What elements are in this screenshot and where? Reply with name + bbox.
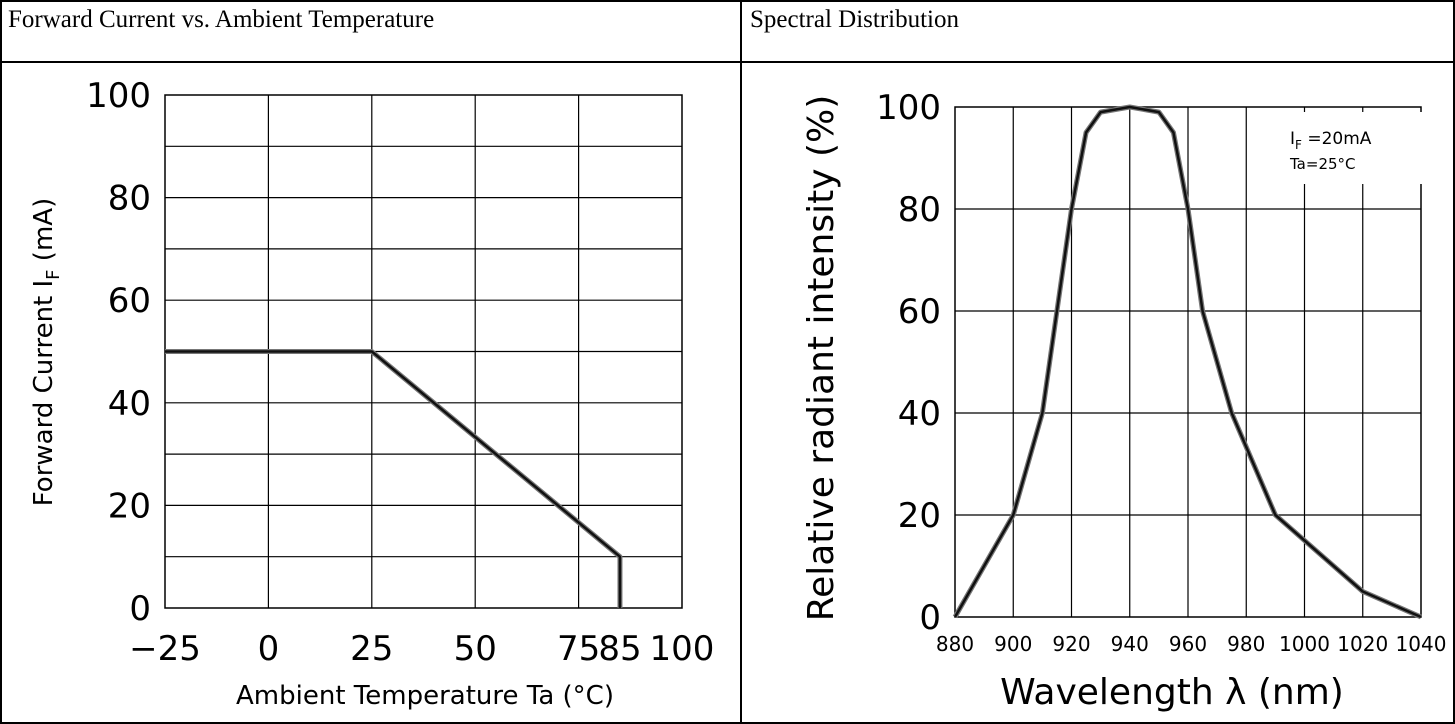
left-x-tick-label-1: 0 — [258, 629, 280, 669]
left-y-axis-label-unit: (mA) — [29, 198, 59, 261]
left-y-tick-label-5: 100 — [86, 76, 151, 116]
left-x-axis-label: Ambient Temperature Ta (°C) — [236, 681, 614, 711]
left-y-tick-label-2: 40 — [108, 384, 151, 424]
left-x-tick-label-3: 50 — [454, 629, 497, 669]
annotation-current: IF =20mA — [1290, 129, 1372, 152]
right-y-tick-label-4: 80 — [898, 190, 941, 230]
left-x-tick-label-5: 85 — [598, 629, 641, 669]
right-x-tick-label-2: 920 — [1052, 632, 1090, 656]
left-x-tick-label-0: −25 — [129, 629, 201, 669]
left-y-tick-label-0: 0 — [129, 589, 151, 629]
right-y-tick-label-1: 20 — [898, 496, 941, 536]
right-y-tick-label-0: 0 — [919, 598, 941, 638]
left-series-line-0 — [165, 350, 622, 608]
left-y-tick-label-3: 60 — [108, 281, 151, 321]
left-cell-title: Forward Current vs. Ambient Temperature — [8, 6, 435, 33]
right-series-line-0 — [953, 105, 1422, 619]
right-x-tick-label-5: 980 — [1227, 632, 1265, 656]
right-tick-labels: 0 20 40 60 80 100 880 900 920 940 960 980 1000 1020 10… — [876, 88, 1446, 656]
right-x-tick-label-8: 1040 — [1396, 632, 1447, 656]
annotation-background — [1270, 112, 1426, 184]
annotation-temperature: Ta=25°C — [1289, 155, 1356, 173]
left-x-tick-label-6: 100 — [650, 629, 715, 669]
left-x-tick-label-4: 75 — [557, 629, 600, 669]
right-x-axis-label: Wavelength λ (nm) — [1000, 672, 1344, 713]
right-x-tick-label-4: 960 — [1169, 632, 1207, 656]
right-x-tick-label-1: 900 — [994, 632, 1032, 656]
right-series — [952, 104, 1423, 620]
left-y-tick-label-4: 80 — [108, 179, 151, 219]
left-x-tick-label-2: 25 — [350, 629, 393, 669]
right-x-tick-label-3: 940 — [1111, 632, 1149, 656]
right-y-axis-label: Relative radiant intensity (%) — [801, 95, 842, 622]
left-y-axis-label-main: Forward Current I — [29, 280, 59, 506]
left-y-axis-label: Forward Current IF (mA) — [29, 198, 64, 506]
right-y-tick-label-3: 60 — [898, 292, 941, 332]
right-y-tick-label-2: 40 — [898, 394, 941, 434]
left-series — [165, 349, 623, 608]
right-x-tick-label-7: 1020 — [1337, 632, 1388, 656]
left-y-tick-label-1: 20 — [108, 486, 151, 526]
left-y-axis-label-sub: F — [43, 269, 64, 279]
right-x-tick-label-0: 880 — [936, 632, 974, 656]
right-x-tick-label-6: 1000 — [1279, 632, 1330, 656]
right-cell-title: Spectral Distribution — [750, 6, 959, 33]
right-y-tick-label-5: 100 — [876, 88, 941, 128]
